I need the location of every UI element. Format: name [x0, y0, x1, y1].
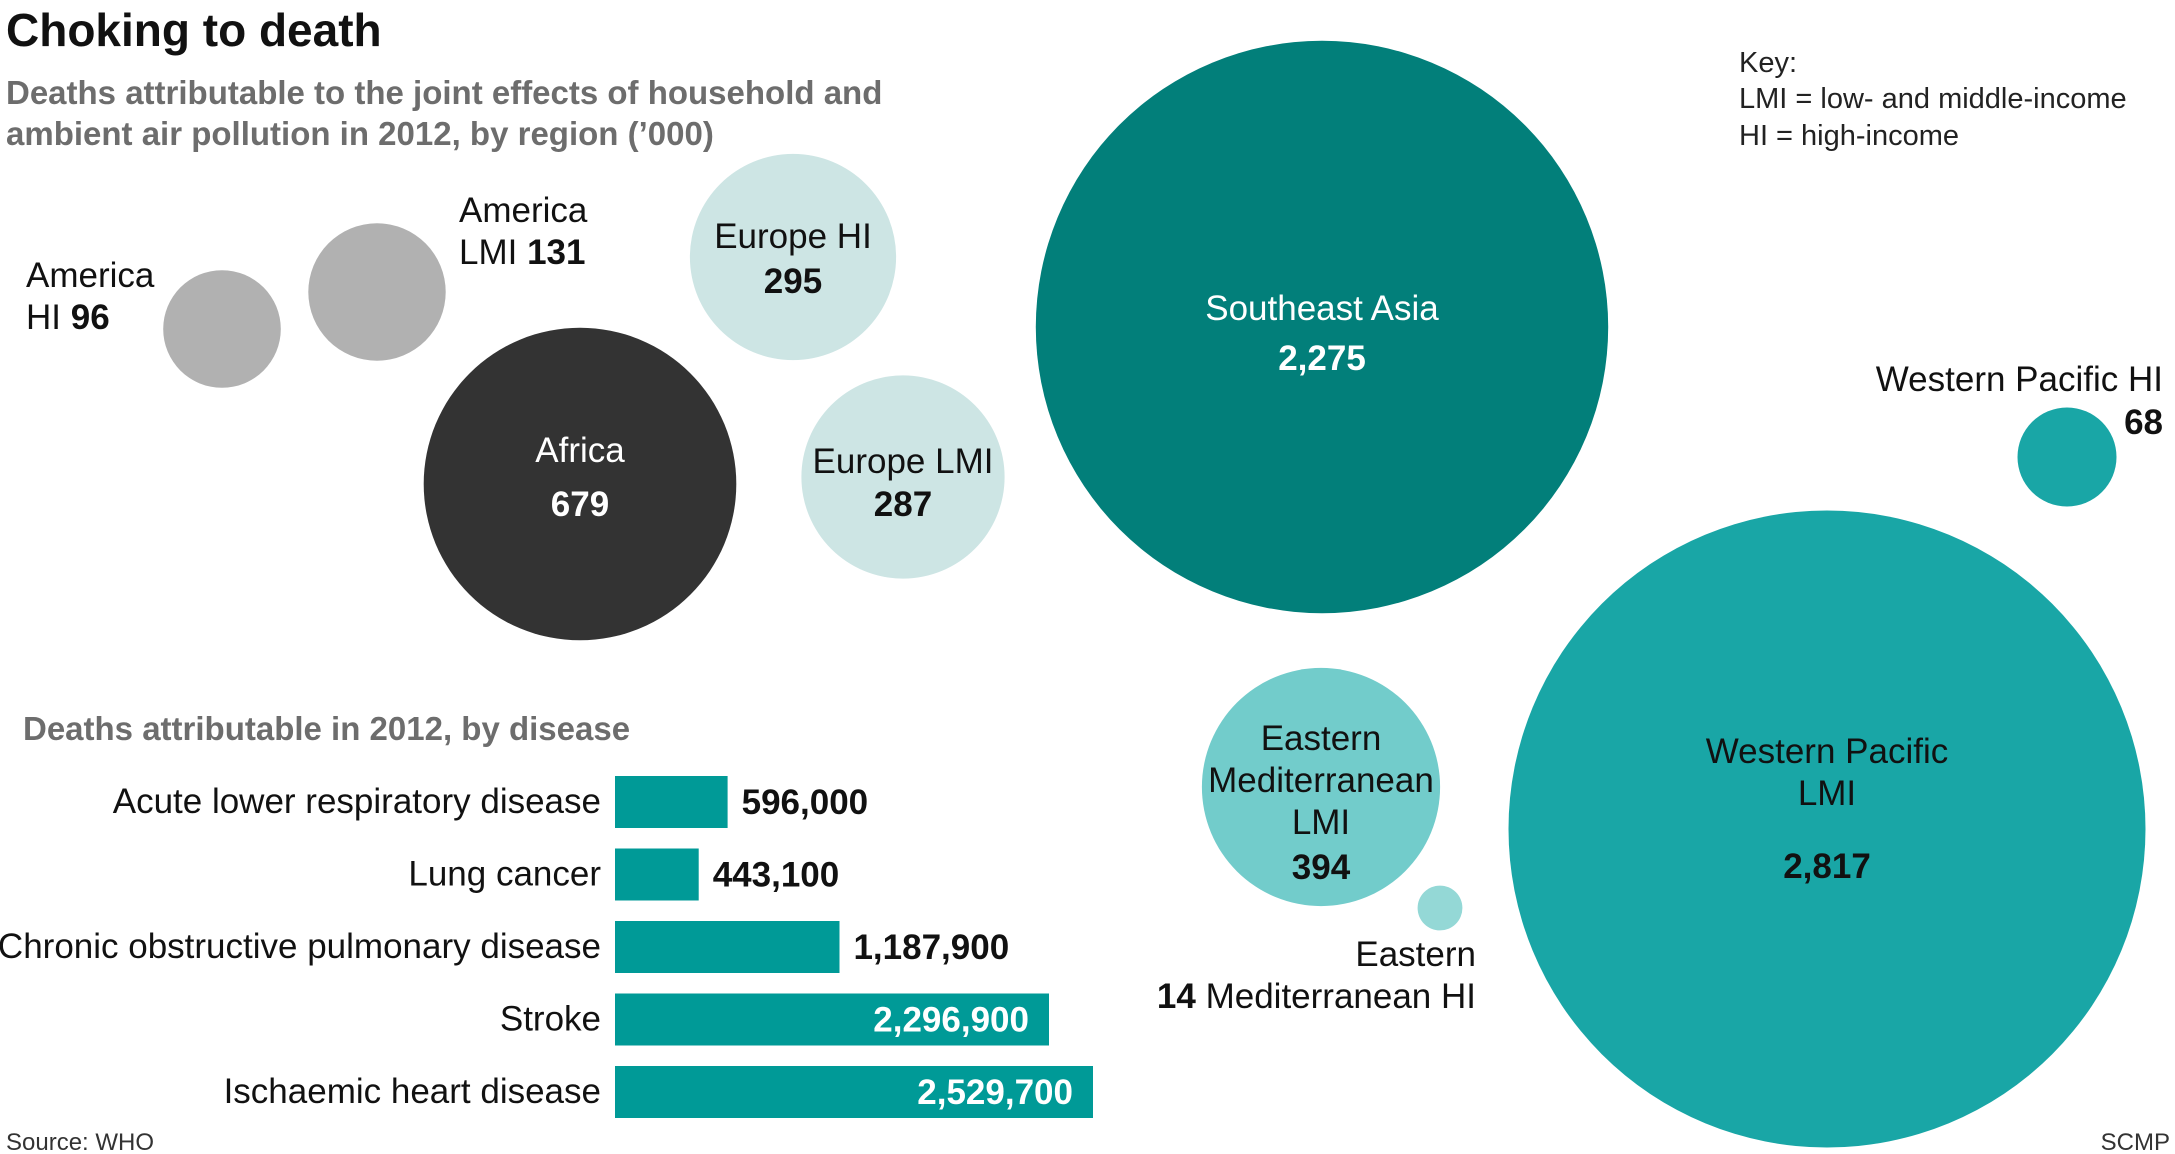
america-hi-label: HI 96	[26, 298, 110, 337]
eastern-med-lmi-label: Eastern	[1261, 719, 1382, 758]
europe-lmi-value: 287	[874, 485, 932, 524]
bar-stroke	[615, 993, 1049, 1046]
southeast-asia-label: Southeast Asia	[1205, 289, 1439, 328]
europe-lmi-label: Europe LMI	[813, 442, 994, 481]
bar-acute-lower-respiratory-disease	[615, 776, 728, 828]
eastern-med-hi-label: Eastern	[1355, 935, 1476, 974]
disease-bar-chart: Acute lower respiratory disease 596,000 Lu…	[0, 776, 1093, 1118]
key-hi-definition: HI = high-income	[1739, 120, 1959, 152]
america-lmi-label: America	[459, 191, 588, 230]
europe-hi-value: 295	[764, 262, 822, 301]
category-label: Ischaemic heart disease	[224, 1072, 601, 1111]
bubble-eastern-med-lmi	[1201, 667, 1441, 907]
bubble-southeast-asia	[1035, 40, 1609, 614]
bubble-eastern-med-hi	[1417, 885, 1463, 931]
eastern-med-lmi-label: Mediterranean	[1208, 761, 1434, 800]
eastern-med-lmi-label: LMI	[1292, 803, 1350, 842]
eastern-med-lmi-value: 394	[1292, 848, 1351, 887]
bar-lung-cancer	[615, 848, 699, 901]
category-label: Stroke	[500, 1000, 601, 1039]
bubble-africa	[423, 327, 737, 641]
america-lmi-label: LMI 131	[459, 233, 585, 272]
western-pacific-hi-value: 68	[2124, 403, 2163, 442]
bar-value-label: 2,529,700	[917, 1073, 1073, 1112]
bubble-europe-hi	[689, 153, 897, 361]
western-pacific-lmi-label: LMI	[1798, 774, 1856, 813]
africa-value: 679	[551, 485, 609, 524]
western-pacific-lmi-value: 2,817	[1783, 847, 1871, 886]
bubble-western-pacific-lmi	[1508, 510, 2146, 1148]
bubble-chart-subtitle-line-2: ambient air pollution in 2012, by region…	[6, 115, 714, 152]
bar-ischaemic-heart-disease	[615, 1066, 1093, 1118]
bar-value-label: 2,296,900	[873, 1001, 1029, 1040]
bar-value-label: 1,187,900	[853, 928, 1009, 967]
category-label: Chronic obstructive pulmonary disease	[0, 927, 601, 966]
eastern-med-hi-label: 14 Mediterranean HI	[1157, 977, 1476, 1016]
key-heading: Key:	[1739, 47, 1797, 79]
bar-value-label: 443,100	[713, 856, 840, 895]
western-pacific-lmi-label: Western Pacific	[1706, 732, 1949, 771]
page-title: Choking to death	[6, 4, 382, 56]
eastern-med-hi-value: 14	[1157, 977, 1206, 1016]
southeast-asia-value: 2,275	[1278, 339, 1366, 378]
bar-value-label: 596,000	[742, 783, 869, 822]
bubble-america-lmi	[308, 223, 446, 361]
bar-chronic-obstructive-pulmonary-disease	[615, 921, 840, 973]
source-note: Source: WHO	[6, 1129, 154, 1154]
category-label: Acute lower respiratory disease	[113, 782, 601, 821]
europe-hi-label: Europe HI	[714, 217, 872, 256]
africa-label: Africa	[535, 431, 625, 470]
america-hi-label: America	[26, 256, 155, 295]
america-hi-value: 96	[71, 298, 110, 337]
category-label: Lung cancer	[408, 855, 601, 894]
publisher-credit: SCMP	[2101, 1129, 2170, 1154]
bubble-western-pacific-hi	[2017, 407, 2117, 507]
america-lmi-value: 131	[527, 233, 585, 272]
western-pacific-hi-label: Western Pacific HI	[1876, 360, 2163, 399]
bubble-chart-subtitle-line-1: Deaths attributable to the joint effects…	[6, 74, 882, 111]
key-lmi-definition: LMI = low- and middle-income	[1739, 83, 2127, 115]
bubble-europe-lmi	[801, 375, 1005, 579]
bar-chart-title: Deaths attributable in 2012, by disease	[23, 710, 630, 747]
bubble-america-hi	[163, 270, 281, 388]
